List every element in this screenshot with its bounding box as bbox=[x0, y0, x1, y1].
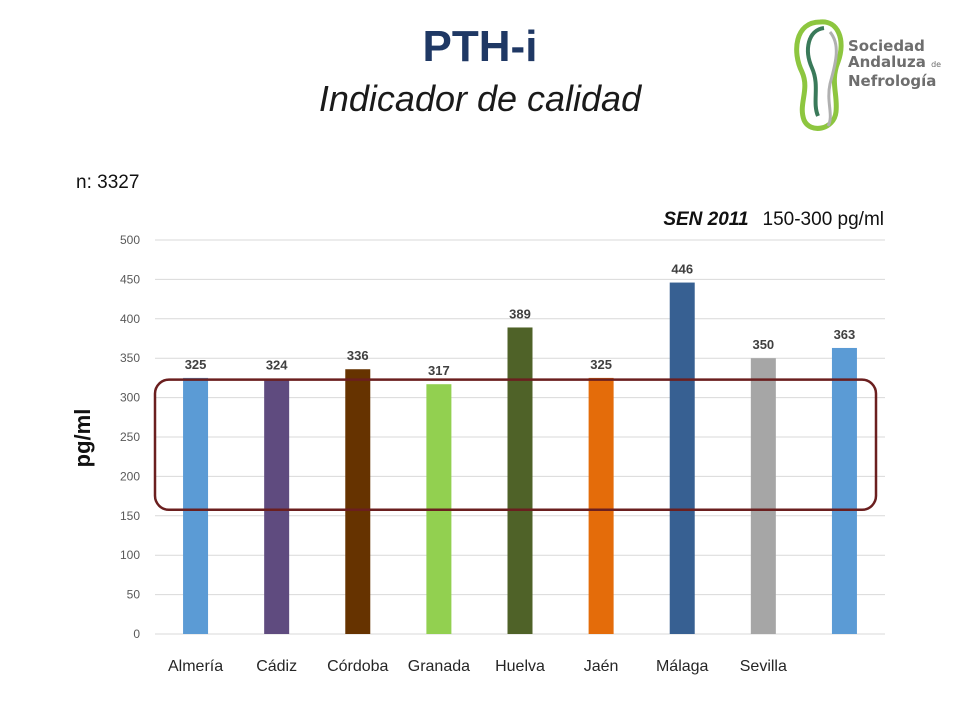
bar bbox=[183, 377, 209, 634]
logo-line-1: Sociedad bbox=[848, 37, 925, 55]
logo-mark-icon bbox=[794, 19, 844, 131]
category-label: Almería bbox=[168, 658, 223, 675]
reference-range-box bbox=[153, 378, 878, 512]
logo-line-2: Andaluza bbox=[848, 53, 926, 71]
category-label: Jaén bbox=[584, 658, 619, 675]
y-tick-label: 0 bbox=[133, 627, 140, 641]
sample-size: n: 3327 bbox=[76, 172, 140, 193]
data-label: 363 bbox=[834, 327, 856, 342]
logo-line-3: Nefrología bbox=[848, 72, 937, 90]
logo-line-2-suffix: de bbox=[931, 60, 942, 69]
data-label: 350 bbox=[752, 337, 774, 352]
y-tick-label: 350 bbox=[120, 351, 140, 365]
y-tick-label: 250 bbox=[120, 430, 140, 444]
y-tick-label: 200 bbox=[120, 469, 140, 483]
y-tick-label: 100 bbox=[120, 548, 140, 562]
category-label: Málaga bbox=[656, 658, 709, 675]
bar bbox=[345, 369, 371, 634]
y-tick-label: 500 bbox=[120, 233, 140, 247]
category-label: Córdoba bbox=[327, 658, 388, 675]
category-label: Granada bbox=[408, 658, 470, 675]
y-tick-label: 400 bbox=[120, 312, 140, 326]
y-tick-label: 300 bbox=[120, 391, 140, 405]
chart-category-labels: Almería Cádiz Córdoba Granada Huelva Jaén Mála… bbox=[168, 658, 787, 675]
data-label: 325 bbox=[590, 357, 612, 372]
bar bbox=[264, 378, 290, 634]
chart-y-ticks: 0 50 100 150 200 250 300 350 400 450 500 bbox=[120, 233, 140, 641]
category-label: Cádiz bbox=[256, 658, 297, 675]
bar bbox=[507, 327, 533, 634]
data-label: 336 bbox=[347, 348, 369, 363]
slide-subtitle: Indicador de calidad bbox=[318, 78, 642, 119]
category-label: Sevilla bbox=[740, 658, 787, 675]
data-label: 389 bbox=[509, 306, 531, 321]
y-tick-label: 450 bbox=[120, 272, 140, 286]
chart-bars bbox=[183, 282, 857, 634]
data-label: 324 bbox=[266, 358, 288, 373]
data-label: 325 bbox=[185, 357, 207, 372]
reference-source: SEN 2011 bbox=[663, 209, 749, 230]
bar bbox=[831, 347, 857, 634]
reference-range: SEN 2011 150-300 pg/ml bbox=[663, 209, 884, 231]
bar bbox=[588, 377, 614, 634]
y-tick-label: 150 bbox=[120, 509, 140, 523]
data-label: 317 bbox=[428, 363, 450, 378]
category-label: Huelva bbox=[495, 658, 545, 675]
reference-range-value: 150-300 pg/ml bbox=[762, 209, 884, 230]
society-logo: Sociedad Andaluza de Nefrología bbox=[790, 8, 960, 138]
chart-data-labels: 325 324 336 317 389 325 446 350 363 bbox=[185, 262, 856, 379]
bar bbox=[669, 282, 695, 634]
y-tick-label: 50 bbox=[127, 588, 141, 602]
data-label: 446 bbox=[671, 262, 693, 277]
y-axis-label: pg/ml bbox=[70, 409, 95, 468]
slide-title: PTH-i bbox=[422, 22, 538, 71]
bar bbox=[750, 358, 776, 634]
